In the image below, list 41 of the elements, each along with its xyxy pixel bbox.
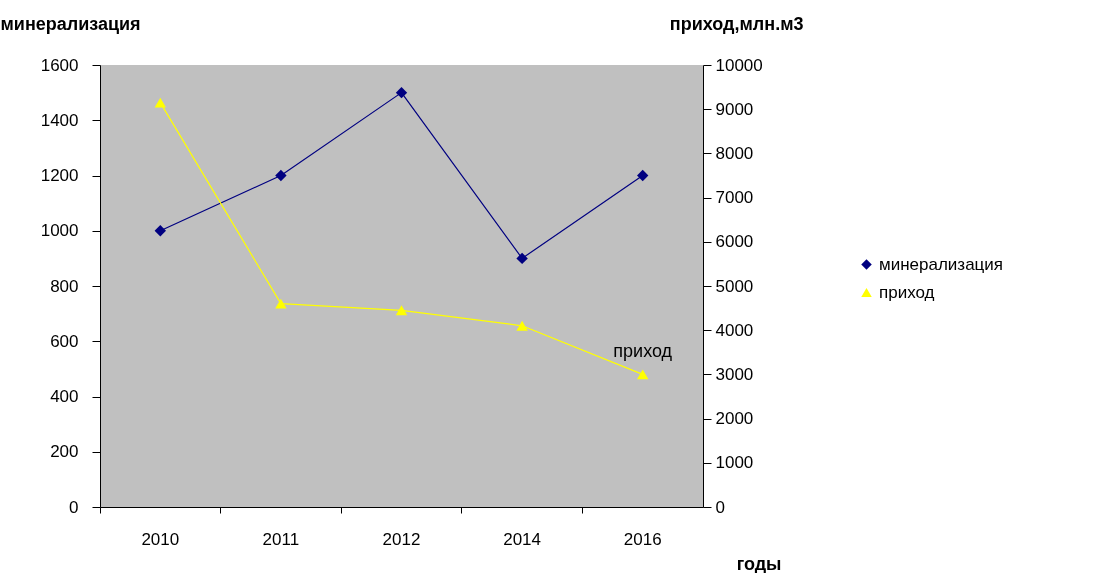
y2-tick-label: 3000 [715,364,754,384]
y-tick-label: 1600 [40,55,79,75]
y-tick-label: 200 [50,442,79,462]
y2-tick-label: 2000 [715,409,754,429]
y2-tick-label: 5000 [715,276,754,296]
point [395,305,408,316]
y2-tick-label: 0 [715,497,725,517]
y2-tick-label: 9000 [715,99,754,119]
y2-tick-label: 7000 [715,188,754,208]
y-tick-label: 0 [69,497,79,517]
y-tick-label: 1200 [40,166,79,185]
x-tick-label: 2016 [623,529,662,549]
legend-label: приход [879,282,935,302]
point [516,320,528,331]
y-tick-label: 800 [50,276,79,296]
point [637,169,649,182]
y2-tick-label: 4000 [715,320,754,340]
point [275,298,287,309]
y2-tick-label: 10000 [715,55,763,75]
point [516,252,528,265]
y-tick-label: 1000 [40,221,79,241]
point [637,369,649,380]
y-tick-label: 1400 [40,110,79,130]
point [154,97,166,108]
y-tick-label: 600 [50,331,79,351]
x-tick-label: 2014 [503,529,542,549]
point [154,225,166,237]
x-tick-label: 2012 [382,529,421,549]
x-tick-label: 2011 [262,529,300,549]
x-tick-label: 2010 [141,529,180,549]
y2-axis-title: приход,млн.м3 [669,13,804,34]
y-axis-title: минерализация [0,13,141,34]
y2-tick-label: 6000 [715,232,754,252]
point [395,86,408,99]
y2-tick-label: 1000 [715,453,754,473]
y-tick-label: 400 [50,387,79,406]
legend-label: минерализация [879,254,1004,274]
annotation: приход [613,341,673,362]
point [275,169,287,182]
y2-tick-label: 8000 [715,143,754,163]
x-axis-title: годы [736,553,782,574]
